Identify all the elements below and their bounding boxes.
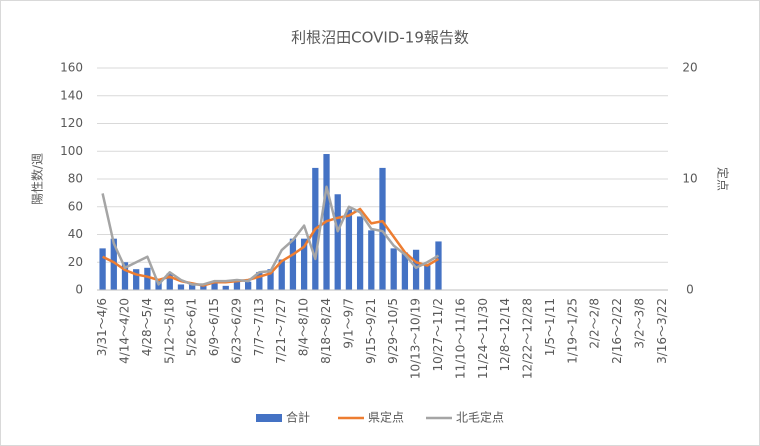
x-tick-label: 7/21～7/27 <box>274 298 288 364</box>
y-tick-label: 40 <box>68 227 83 241</box>
x-tick-label: 9/1～9/7 <box>341 298 355 349</box>
bar <box>211 283 218 290</box>
bar <box>289 238 297 290</box>
bar <box>401 252 409 290</box>
x-tick-label: 10/13～10/19 <box>409 298 423 379</box>
chart-title: 利根沼田COVID-19報告数 <box>291 29 469 47</box>
x-tick-label: 9/15～9/21 <box>364 298 378 364</box>
x-tick-label: 4/28～5/4 <box>140 298 154 356</box>
x-tick-label: 3/16～3/22 <box>655 298 669 364</box>
bar <box>177 284 185 290</box>
y-tick-label: 140 <box>60 88 83 102</box>
bar <box>278 259 285 290</box>
bar <box>435 241 442 290</box>
x-tick-label: 5/26～6/1 <box>185 298 199 356</box>
x-tick-label: 10/27～11/2 <box>431 298 445 372</box>
x-tick-label: 2/16～2/22 <box>610 298 624 364</box>
y2-tick-label: 0 <box>686 283 694 297</box>
x-tick-label: 3/2～3/8 <box>633 298 647 349</box>
y2-axis-label: 定点 <box>716 167 731 191</box>
y2-tick-label: 10 <box>682 172 697 186</box>
x-tick-label: 6/9～6/15 <box>207 298 221 356</box>
bar <box>368 230 375 290</box>
y-axis-label: 陽性数/週 <box>30 153 45 205</box>
y-tick-label: 120 <box>60 116 83 130</box>
legend-label: 合計 <box>286 410 310 425</box>
x-tick-label: 11/24～11/30 <box>476 298 490 379</box>
bar <box>424 265 431 290</box>
x-tick-label: 11/10～11/16 <box>453 298 467 379</box>
line-series <box>101 185 440 286</box>
legend-label: 北毛定点 <box>456 410 504 425</box>
bar <box>200 285 207 290</box>
bar <box>121 262 129 290</box>
bar <box>412 249 420 290</box>
bar <box>379 167 386 290</box>
bar <box>245 281 252 290</box>
bar <box>222 285 229 290</box>
bar <box>267 269 274 290</box>
bar <box>166 273 173 290</box>
y-tick-label: 100 <box>60 144 83 158</box>
bar <box>110 238 117 290</box>
x-tick-label: 12/22～12/28 <box>521 298 535 379</box>
y-tick-label: 160 <box>60 61 83 75</box>
bar <box>144 267 151 290</box>
x-tick-label: 7/7～7/13 <box>252 298 266 356</box>
bar <box>233 280 241 290</box>
bar <box>390 248 397 290</box>
bar <box>300 238 308 290</box>
y2-tick-label: 20 <box>682 61 697 75</box>
legend-label: 県定点 <box>368 410 404 425</box>
x-tick-label: 8/4～8/10 <box>297 298 311 356</box>
bar <box>334 194 341 290</box>
bar <box>345 209 353 290</box>
line-series <box>102 207 440 287</box>
x-tick-label: 1/5～1/11 <box>543 298 557 356</box>
y-tick-label: 80 <box>68 172 83 186</box>
bar <box>99 248 106 290</box>
y-tick-label: 60 <box>68 199 83 213</box>
x-tick-label: 1/19～1/25 <box>565 298 579 364</box>
bar <box>189 284 196 290</box>
x-tick-label: 6/23～6/29 <box>229 298 243 364</box>
x-tick-label: 2/2～2/8 <box>588 298 602 349</box>
legend-swatch <box>256 414 282 422</box>
bar <box>256 271 263 290</box>
x-tick-label: 8/18～8/24 <box>319 298 333 364</box>
bar <box>356 216 364 290</box>
x-tick-label: 3/31～4/6 <box>95 298 109 356</box>
bar <box>133 269 140 290</box>
y-tick-label: 20 <box>68 255 83 269</box>
x-tick-label: 9/29～10/5 <box>386 298 400 364</box>
y-tick-label: 0 <box>75 283 83 297</box>
x-tick-label: 4/14～4/20 <box>117 298 131 364</box>
x-tick-label: 12/8～12/14 <box>498 298 512 372</box>
x-tick-label: 5/12～5/18 <box>162 298 176 364</box>
